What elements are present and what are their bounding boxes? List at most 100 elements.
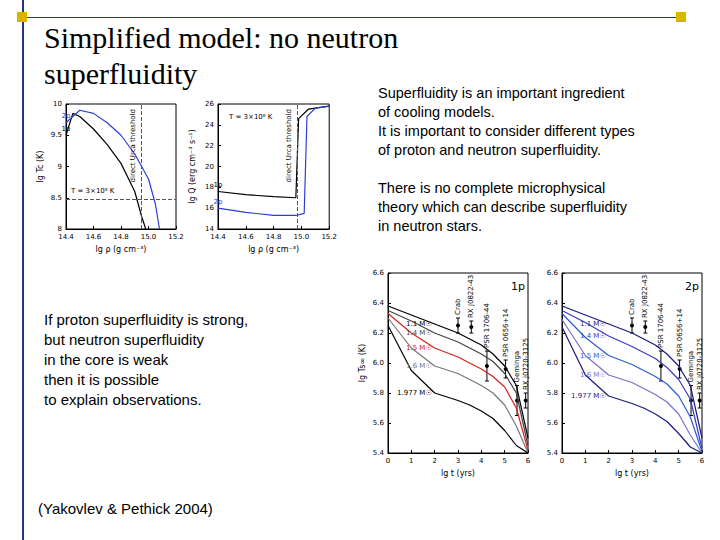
svg-text:15.2: 15.2 xyxy=(321,233,337,241)
svg-text:6.6: 6.6 xyxy=(373,269,385,277)
svg-text:15.0: 15.0 xyxy=(141,233,157,241)
svg-text:lg ρ (g cm⁻³): lg ρ (g cm⁻³) xyxy=(96,245,147,254)
html-text:superfluidity: superfluidity xyxy=(44,57,198,90)
svg-text:2p: 2p xyxy=(214,198,223,206)
svg-text:1p: 1p xyxy=(511,280,525,293)
html-text:Simplified model: no neutron: Simplified model: no neutron xyxy=(44,21,399,54)
svg-text:Geminga: Geminga xyxy=(513,351,521,383)
svg-text:5: 5 xyxy=(676,457,680,465)
svg-text:3: 3 xyxy=(630,457,634,465)
svg-text:6.4: 6.4 xyxy=(547,299,559,307)
svg-text:6: 6 xyxy=(700,457,705,465)
html-text:It is important to consider di: It is important to consider different ty… xyxy=(378,123,635,139)
svg-text:6.2: 6.2 xyxy=(373,329,384,337)
svg-text:4: 4 xyxy=(479,457,484,465)
svg-text:1.6 M☉: 1.6 M☉ xyxy=(406,362,432,370)
html-text:theory which can describe supe: theory which can describe superfluidity xyxy=(378,199,627,215)
svg-text:direct Urca threshold: direct Urca threshold xyxy=(129,109,137,182)
html-text:in neutron stars.: in neutron stars. xyxy=(378,218,482,234)
svg-text:6.4: 6.4 xyxy=(373,299,385,307)
svg-text:0: 0 xyxy=(560,457,564,465)
svg-text:lg Tc (K): lg Tc (K) xyxy=(36,151,45,183)
svg-text:14.4: 14.4 xyxy=(210,233,226,241)
svg-text:RX J0822-43: RX J0822-43 xyxy=(641,275,649,318)
svg-text:5.6: 5.6 xyxy=(373,419,385,427)
svg-text:26: 26 xyxy=(205,100,214,108)
svg-text:6: 6 xyxy=(526,457,531,465)
svg-text:2: 2 xyxy=(606,457,610,465)
svg-text:lg t (yrs): lg t (yrs) xyxy=(441,469,475,478)
svg-text:24: 24 xyxy=(205,121,214,129)
svg-text:RX J0720-3125: RX J0720-3125 xyxy=(522,338,530,390)
html-text:There is no complete microphys: There is no complete microphysical xyxy=(378,180,606,196)
svg-text:PSR 0656+14: PSR 0656+14 xyxy=(502,308,510,357)
svg-text:direct Urca threshold: direct Urca threshold xyxy=(285,109,293,182)
svg-text:1p: 1p xyxy=(214,181,223,189)
svg-text:1.4 M☉: 1.4 M☉ xyxy=(580,332,606,340)
svg-text:Crab: Crab xyxy=(628,298,636,315)
svg-text:1.977 M☉: 1.977 M☉ xyxy=(571,392,606,400)
svg-text:1: 1 xyxy=(583,457,587,465)
svg-text:PSR 1706-44: PSR 1706-44 xyxy=(483,302,491,348)
svg-text:0: 0 xyxy=(386,457,390,465)
svg-text:9: 9 xyxy=(58,163,62,171)
svg-text:5.8: 5.8 xyxy=(373,389,384,397)
html-text:Superfluidity is an important: Superfluidity is an important ingredient xyxy=(378,85,625,101)
svg-text:RX J0822-43: RX J0822-43 xyxy=(467,275,475,318)
svg-text:Geminga: Geminga xyxy=(687,351,695,383)
svg-text:15.2: 15.2 xyxy=(168,233,184,241)
svg-text:14.6: 14.6 xyxy=(238,233,254,241)
svg-text:RX J0720-3125: RX J0720-3125 xyxy=(696,338,704,390)
html-text:then it is possible: then it is possible xyxy=(44,371,160,388)
svg-text:5.4: 5.4 xyxy=(547,449,559,457)
svg-text:1.1 M☉: 1.1 M☉ xyxy=(580,320,606,328)
svg-text:1p: 1p xyxy=(62,125,71,133)
svg-text:1.5 M☉: 1.5 M☉ xyxy=(580,352,606,360)
svg-text:2: 2 xyxy=(432,457,436,465)
html-text:of cooling models.: of cooling models. xyxy=(378,104,495,120)
svg-text:1.977 M☉: 1.977 M☉ xyxy=(397,389,432,397)
svg-text:1.1 M☉: 1.1 M☉ xyxy=(406,320,432,328)
svg-text:14.8: 14.8 xyxy=(266,233,282,241)
svg-text:PSR 1706-44: PSR 1706-44 xyxy=(657,302,665,348)
svg-text:1: 1 xyxy=(409,457,413,465)
svg-text:10: 10 xyxy=(53,100,62,108)
svg-text:lg Q (erg cm⁻³ s⁻¹): lg Q (erg cm⁻³ s⁻¹) xyxy=(188,129,197,203)
svg-text:5.4: 5.4 xyxy=(373,449,385,457)
svg-text:T = 3×10⁸ K: T = 3×10⁸ K xyxy=(70,187,115,195)
svg-text:20: 20 xyxy=(205,163,214,171)
svg-text:5.8: 5.8 xyxy=(547,389,558,397)
svg-text:T = 3×10⁸ K: T = 3×10⁸ K xyxy=(228,113,273,121)
svg-text:lg t (yrs): lg t (yrs) xyxy=(615,469,649,478)
html-text:If proton superfluidity is str: If proton superfluidity is strong, xyxy=(44,311,249,328)
svg-text:9.5: 9.5 xyxy=(51,131,62,139)
svg-text:22: 22 xyxy=(205,142,214,150)
svg-text:8.5: 8.5 xyxy=(51,194,62,202)
svg-text:14.4: 14.4 xyxy=(58,233,74,241)
svg-text:6.0: 6.0 xyxy=(547,359,558,367)
svg-text:PSR 0656+14: PSR 0656+14 xyxy=(676,308,684,357)
svg-text:3: 3 xyxy=(456,457,460,465)
html-text:of proton and neutron superflu: of proton and neutron superfluidity. xyxy=(378,142,601,158)
svg-text:6.6: 6.6 xyxy=(547,269,559,277)
svg-text:5: 5 xyxy=(502,457,506,465)
svg-text:6.2: 6.2 xyxy=(547,329,558,337)
html-text:in the core is weak: in the core is weak xyxy=(44,351,169,368)
html-text:to explain observations.: to explain observations. xyxy=(44,391,202,408)
svg-text:14.8: 14.8 xyxy=(113,233,129,241)
html-text:but neutron superfluidity: but neutron superfluidity xyxy=(44,331,205,348)
svg-text:lg ρ (g cm⁻³): lg ρ (g cm⁻³) xyxy=(248,245,299,254)
svg-text:1.6 M☉: 1.6 M☉ xyxy=(580,371,606,379)
svg-text:14.6: 14.6 xyxy=(86,233,102,241)
svg-text:4: 4 xyxy=(653,457,658,465)
svg-text:6.0: 6.0 xyxy=(373,359,384,367)
svg-text:5.6: 5.6 xyxy=(547,419,559,427)
svg-text:1.5 M☉: 1.5 M☉ xyxy=(406,344,432,352)
svg-text:15.0: 15.0 xyxy=(294,233,310,241)
svg-text:1.4 M☉: 1.4 M☉ xyxy=(406,329,432,337)
svg-text:2p: 2p xyxy=(62,112,71,120)
svg-text:Crab: Crab xyxy=(454,298,462,315)
svg-text:lg Ts∞ (K): lg Ts∞ (K) xyxy=(358,344,367,382)
svg-text:2p: 2p xyxy=(685,280,699,293)
html-text:(Yakovlev & Pethick 2004): (Yakovlev & Pethick 2004) xyxy=(38,500,213,517)
